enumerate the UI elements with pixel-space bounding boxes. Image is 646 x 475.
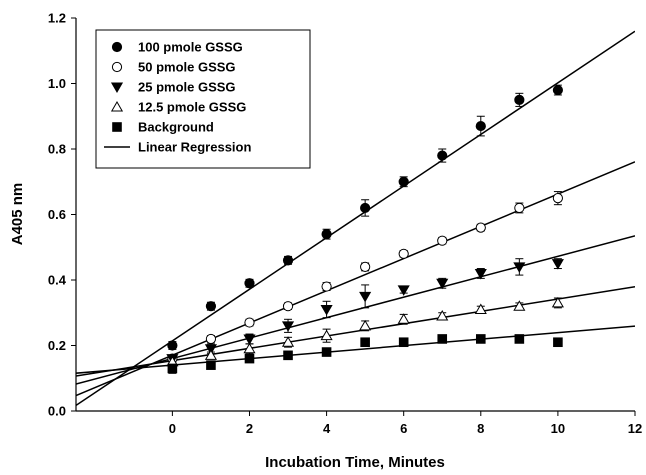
data-point-series-4 [244, 353, 255, 364]
data-point-series-0 [167, 340, 178, 351]
y-tick-label: 0.8 [48, 142, 66, 157]
regression-line-series-2 [76, 235, 635, 385]
data-point-series-2 [397, 285, 410, 296]
data-point-series-0 [205, 301, 217, 312]
data-point-series-2 [551, 259, 564, 270]
x-axis-title: Incubation Time, Minutes [265, 454, 445, 471]
regression-line-series-3 [76, 286, 635, 377]
data-point-series-2 [436, 278, 449, 290]
data-point-series-1 [398, 248, 409, 259]
data-point-series-4 [360, 337, 370, 348]
data-point-series-4 [321, 347, 332, 357]
data-point-series-2 [243, 334, 256, 345]
legend-marker-4 [112, 122, 122, 132]
legend: 100 pmole GSSG 50 pmole GSSG 25 pmole GSSG… [95, 29, 311, 169]
y-tick-label: 1.0 [48, 76, 66, 91]
y-tick-label: 0.4 [48, 273, 67, 288]
data-point-series-0 [282, 255, 294, 266]
y-tick-label: 0.2 [48, 338, 66, 353]
y-tick-label: 0.0 [48, 404, 66, 419]
y-tick-label: 0.6 [48, 207, 66, 222]
tick-labels: 0 2 4 6 8 10 12 0.0 0.2 0.4 0.6 0.8 1.0 1.2 [48, 11, 642, 437]
data-point-series-3 [359, 319, 372, 331]
data-point-series-4 [206, 360, 216, 370]
y-axis-title: A405 nm [9, 183, 26, 246]
x-tick-label: 10 [551, 421, 565, 436]
data-point-series-1 [437, 235, 448, 246]
x-tick-label: 4 [323, 421, 331, 436]
data-point-series-3 [243, 342, 256, 354]
y-tick-label: 1.2 [48, 11, 66, 26]
x-tick-label: 8 [477, 421, 484, 436]
data-point-series-3 [551, 296, 564, 308]
legend-label-4: Background [138, 120, 214, 135]
legend-label-2: 25 pmole GSSG [138, 80, 236, 95]
x-tick-label: 0 [169, 421, 176, 436]
legend-label-3: 12.5 pmole GSSG [138, 100, 246, 115]
data-point-series-0 [360, 202, 371, 214]
data-point-series-0 [244, 278, 255, 289]
data-point-series-4 [514, 334, 525, 344]
data-point-series-1 [475, 222, 486, 233]
x-tick-label: 2 [246, 421, 253, 436]
data-point-series-1 [514, 202, 525, 214]
x-tick-label: 12 [628, 421, 642, 436]
data-point-series-1 [360, 261, 371, 272]
data-point-series-4 [283, 350, 293, 361]
data-point-series-1 [282, 301, 294, 312]
legend-marker-0 [111, 41, 123, 53]
legend-marker-1 [111, 61, 123, 73]
data-point-series-3 [397, 313, 410, 324]
regression-line-series-1 [76, 161, 635, 397]
data-point-series-1 [552, 193, 563, 204]
data-point-series-2 [513, 262, 526, 273]
data-points [166, 84, 564, 374]
data-point-series-0 [398, 176, 409, 187]
data-point-series-2 [359, 291, 372, 303]
data-point-series-1 [244, 317, 255, 328]
legend-label-1: 50 pmole GSSG [138, 60, 236, 75]
data-point-series-4 [398, 337, 409, 348]
data-point-series-3 [513, 300, 526, 311]
data-point-series-0 [437, 150, 448, 161]
data-point-series-3 [474, 303, 487, 314]
legend-label-regression: Linear Regression [138, 140, 251, 155]
data-point-series-4 [167, 363, 178, 374]
legend-marker-3 [110, 101, 124, 112]
data-point-series-3 [320, 329, 333, 341]
x-tick-label: 6 [400, 421, 407, 436]
data-point-series-1 [205, 333, 217, 345]
data-point-series-3 [204, 349, 217, 360]
data-point-series-3 [436, 310, 449, 321]
data-point-series-4 [475, 334, 486, 344]
legend-marker-2 [110, 82, 124, 93]
data-point-series-3 [281, 336, 295, 347]
legend-label-0: 100 pmole GSSG [138, 40, 243, 55]
data-point-series-0 [552, 84, 563, 96]
data-point-series-0 [514, 94, 525, 105]
data-point-series-2 [320, 304, 333, 316]
axes [71, 17, 636, 416]
data-point-series-0 [321, 229, 332, 240]
data-point-series-4 [553, 337, 563, 348]
data-point-series-4 [437, 334, 448, 344]
data-point-series-2 [474, 268, 487, 280]
data-point-series-0 [475, 120, 486, 132]
legend-box [95, 29, 311, 169]
data-point-series-1 [321, 281, 332, 292]
data-point-series-2 [281, 321, 295, 332]
data-point-series-2 [204, 344, 217, 355]
